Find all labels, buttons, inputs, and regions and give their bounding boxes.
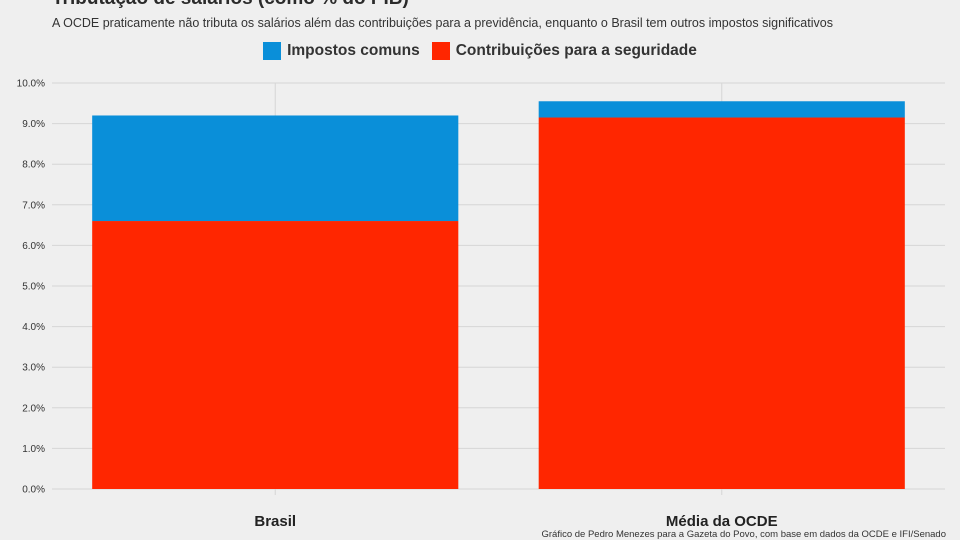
legend-label-contribuicoes: Contribuições para a seguridade bbox=[455, 42, 697, 59]
legend-item-contribuicoes: Contribuições para a seguridade bbox=[431, 42, 697, 60]
source-caption: Gráfico de Pedro Menezes para a Gazeta d… bbox=[541, 529, 946, 540]
legend-label-impostos: Impostos comuns bbox=[287, 42, 420, 59]
y-tick-label: 3.0% bbox=[22, 363, 45, 374]
x-category-label: Média da OCDE bbox=[666, 513, 778, 530]
x-category-label: Brasil bbox=[254, 513, 296, 530]
legend-swatch-contribuicoes bbox=[431, 42, 450, 60]
y-tick-label: 4.0% bbox=[22, 322, 45, 333]
y-tick-label: 6.0% bbox=[22, 241, 45, 252]
y-tick-label: 1.0% bbox=[22, 444, 45, 455]
bar-contribuicoes bbox=[92, 221, 459, 490]
y-tick-label: 0.0% bbox=[22, 485, 45, 496]
bar-impostos bbox=[538, 101, 905, 118]
y-tick-label: 5.0% bbox=[22, 282, 45, 293]
legend-swatch-impostos bbox=[263, 42, 282, 60]
bar-impostos bbox=[92, 115, 459, 222]
legend-item-impostos: Impostos comuns bbox=[263, 42, 420, 60]
bar-contribuicoes bbox=[538, 117, 905, 489]
y-tick-label: 9.0% bbox=[22, 119, 45, 130]
y-tick-label: 2.0% bbox=[22, 403, 45, 414]
chart-subtitle: A OCDE praticamente não tributa os salár… bbox=[52, 16, 833, 30]
y-tick-label: 10.0% bbox=[17, 79, 45, 90]
y-tick-label: 7.0% bbox=[22, 200, 45, 211]
y-tick-label: 8.0% bbox=[22, 160, 45, 171]
chart-title: Tributação de salários (como % do PIB) bbox=[52, 0, 409, 10]
legend: Impostos comuns Contribuições para a seg… bbox=[0, 42, 960, 60]
